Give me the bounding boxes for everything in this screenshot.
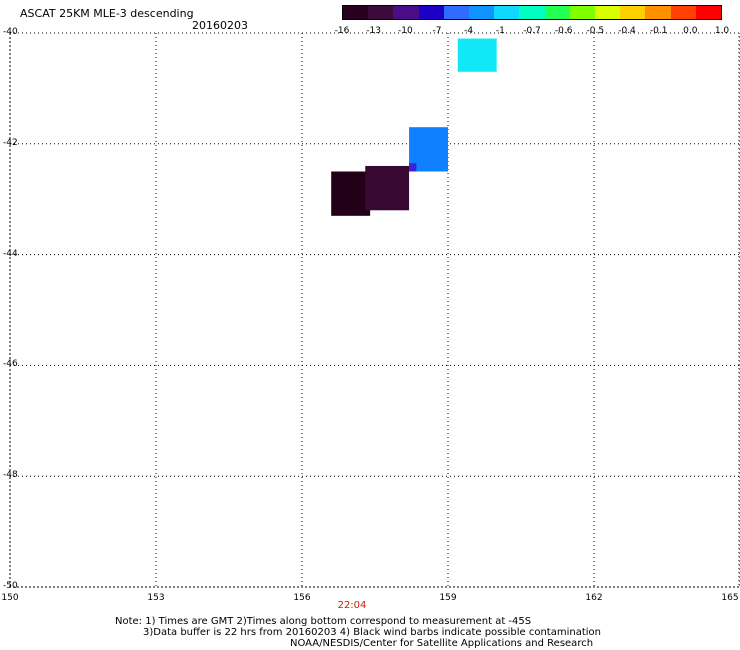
colorbar-tick-label: 0.0 xyxy=(683,26,698,36)
colorbar-swatch xyxy=(620,6,646,19)
colorbar-tick-label: 1.0 xyxy=(714,26,730,36)
colorbar-swatch xyxy=(595,6,621,19)
colorbar-swatch xyxy=(645,6,671,19)
note-line-3: NOAA/NESDIS/Center for Satellite Applica… xyxy=(290,638,594,649)
colorbar-tick-label: -0.7 xyxy=(523,26,541,36)
data-cells xyxy=(331,38,497,216)
colorbar-swatch xyxy=(569,6,596,19)
latitude-label: -40 xyxy=(3,27,18,37)
data-cell xyxy=(331,171,371,216)
colorbar-swatch xyxy=(343,6,369,19)
plot-title: ASCAT 25KM MLE-3 descending xyxy=(20,7,194,20)
colorbar-tick-label: -4 xyxy=(464,26,474,36)
longitude-label: 165 xyxy=(721,593,739,603)
colorbar xyxy=(342,5,722,20)
colorbar-swatch xyxy=(393,6,419,19)
plot-date: 20160203 xyxy=(192,19,248,32)
colorbar-swatch xyxy=(670,6,696,19)
longitude-label: 162 xyxy=(585,593,603,603)
latitude-label: -48 xyxy=(3,470,18,481)
colorbar-tick-label: -10 xyxy=(397,26,413,36)
colorbar-swatch xyxy=(519,6,545,19)
colorbar-swatch xyxy=(368,6,394,19)
longitude-label: 156 xyxy=(293,593,311,603)
data-cell xyxy=(409,163,417,172)
colorbar-tick-label: -0.5 xyxy=(586,26,605,36)
longitude-label: 150 xyxy=(1,593,19,603)
colorbar-swatch xyxy=(443,6,470,19)
data-cell xyxy=(457,38,497,72)
latitude-label: -42 xyxy=(3,137,18,148)
colorbar-tick-label: -0.1 xyxy=(649,26,668,36)
note-line-2: 3)Data buffer is 22 hrs from 20160203 4)… xyxy=(143,627,601,638)
colorbar-swatch xyxy=(418,6,444,19)
plot-frame xyxy=(9,32,740,588)
graticule-grid xyxy=(9,32,740,588)
colorbar-tick-label: -0.4 xyxy=(618,26,636,36)
colorbar-tick-label: -16 xyxy=(334,26,350,36)
longitude-label: 159 xyxy=(439,593,457,603)
colorbar-tick-label: -0.6 xyxy=(554,26,573,36)
colorbar-tick-label: -7 xyxy=(432,26,442,36)
latitude-label: -46 xyxy=(3,359,18,370)
colorbar-swatch xyxy=(695,6,722,19)
latitude-label: -44 xyxy=(3,248,18,259)
colorbar-swatch xyxy=(544,6,570,19)
colorbar-tick-label: -13 xyxy=(366,26,382,36)
colorbar-tick-label: -1 xyxy=(495,26,505,36)
time-label: 22:04 xyxy=(337,600,367,611)
colorbar-swatch xyxy=(494,6,520,19)
data-cell xyxy=(365,165,410,211)
latitude-label: -50 xyxy=(3,581,18,591)
colorbar-swatch xyxy=(469,6,495,19)
note-line-1: Note: 1) Times are GMT 2)Times along bot… xyxy=(115,616,532,627)
longitude-label: 153 xyxy=(147,593,165,603)
